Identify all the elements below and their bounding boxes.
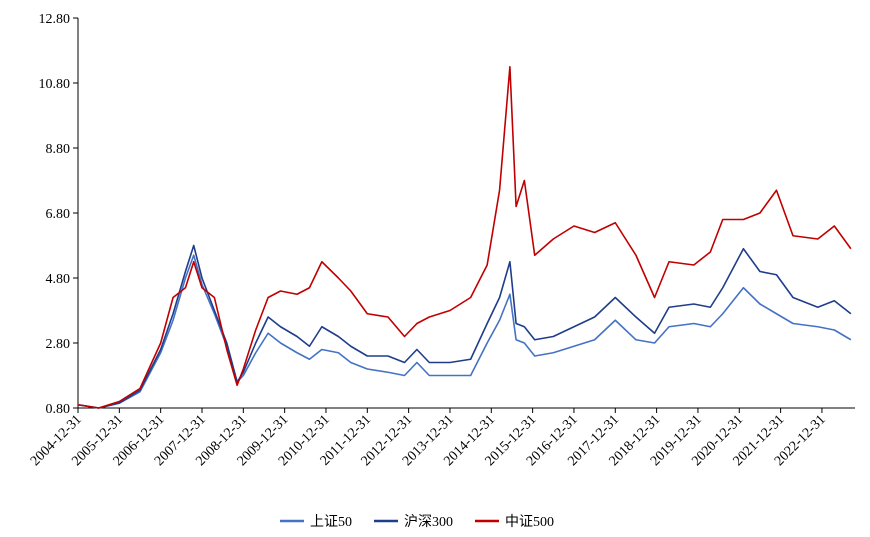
y-tick-label: 12.80 [39, 12, 71, 27]
legend-label: 中证500 [505, 514, 554, 530]
y-tick-label: 6.80 [46, 207, 71, 222]
legend-label: 沪深300 [404, 514, 453, 530]
line [77, 254, 852, 409]
y-tick-label: 10.80 [39, 77, 71, 92]
y-tick-label: 0.80 [46, 402, 71, 417]
line [77, 244, 852, 409]
y-tick-label: 2.80 [46, 337, 71, 352]
legend-label: 上证50 [310, 514, 352, 530]
line [77, 65, 852, 409]
y-tick-label: 8.80 [46, 142, 71, 157]
y-tick-label: 4.80 [46, 272, 71, 287]
